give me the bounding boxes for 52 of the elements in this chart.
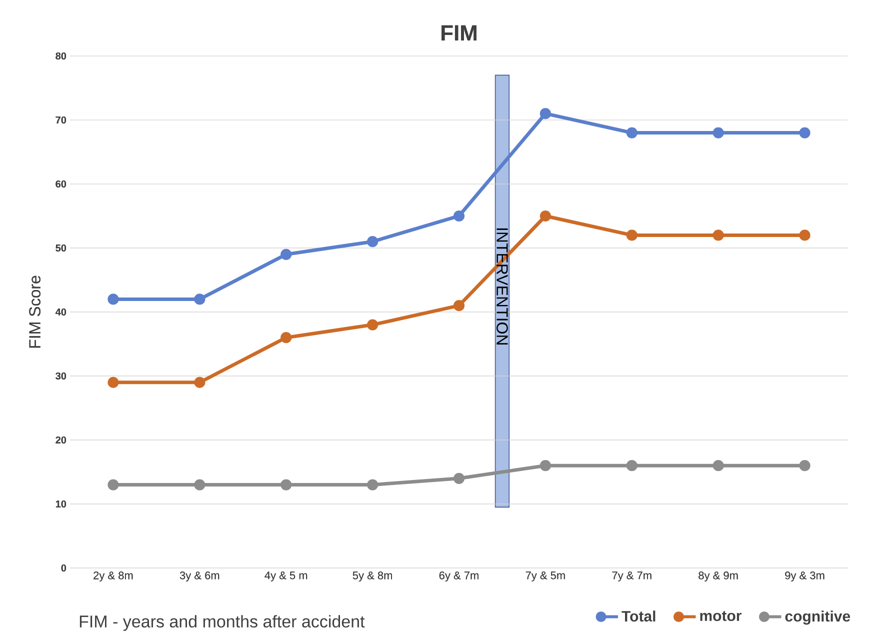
point <box>540 108 551 120</box>
point <box>453 472 465 484</box>
point <box>367 479 378 490</box>
point <box>108 376 119 388</box>
point <box>367 236 378 248</box>
legend-label: Total <box>622 610 656 622</box>
x-tick-label: 4y & 5 m <box>264 572 308 582</box>
y-tick-label: 10 <box>56 500 66 508</box>
point <box>712 460 724 472</box>
point <box>280 332 292 344</box>
point <box>626 127 638 138</box>
point <box>280 479 292 490</box>
chart-title: FIM <box>442 25 476 40</box>
point <box>194 479 206 490</box>
x-tick-label: 3y & 6m <box>180 572 220 582</box>
point <box>799 127 810 138</box>
y-tick-label: 60 <box>56 180 66 188</box>
legend-label: motor <box>700 611 742 622</box>
y-tick-label: 80 <box>56 52 66 60</box>
x-tick-label: 2y & 8m <box>94 572 133 582</box>
point <box>626 230 638 241</box>
point <box>712 127 724 138</box>
point <box>712 230 724 241</box>
x-axis-title: FIM - years and months after accident <box>80 615 365 631</box>
point <box>453 300 465 312</box>
point <box>194 376 206 388</box>
point <box>367 319 378 330</box>
x-tick-label: 5y & 8m <box>352 572 392 582</box>
point <box>799 460 810 472</box>
y-tick-label: 50 <box>56 244 66 252</box>
point <box>540 210 551 222</box>
point <box>453 210 465 222</box>
point <box>194 294 206 305</box>
y-tick-label: 70 <box>56 116 66 124</box>
x-tick-label: 6y & 7m <box>439 572 478 582</box>
x-tick-label: 7y & 7m <box>612 572 652 582</box>
y-tick-label: 30 <box>56 372 66 380</box>
point <box>108 294 119 305</box>
y-tick-label: 40 <box>56 308 66 316</box>
y-tick-label: 20 <box>56 436 66 444</box>
point <box>540 460 551 472</box>
x-tick-label: 7y & 5m <box>526 572 565 582</box>
point <box>799 230 810 241</box>
point <box>626 460 638 472</box>
annotation: INTERVENTION <box>496 228 508 344</box>
y-axis-title: FIM Score <box>29 276 40 348</box>
x-tick-label: 8y & 9m <box>698 572 738 582</box>
legend-label: cognitive <box>785 610 850 625</box>
point <box>280 248 292 260</box>
x-tick-label: 9y & 3m <box>785 572 824 582</box>
y-tick-label: 0 <box>61 564 66 572</box>
point <box>108 479 119 490</box>
